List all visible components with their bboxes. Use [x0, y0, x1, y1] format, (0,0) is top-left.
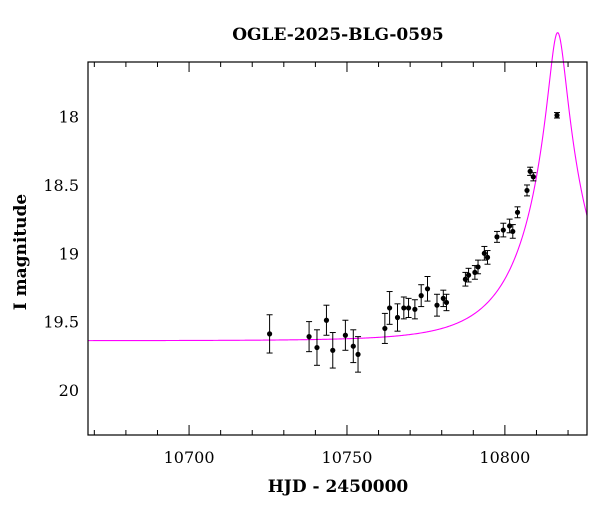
data-marker [475, 264, 481, 270]
data-marker [412, 306, 418, 312]
data-marker [330, 347, 336, 353]
data-point [424, 276, 431, 302]
data-point [386, 291, 393, 325]
data-point [313, 329, 320, 366]
data-marker [401, 305, 407, 311]
y-tick-label: 19.5 [43, 313, 79, 332]
data-point [509, 224, 516, 239]
data-point [500, 222, 507, 238]
data-marker [514, 209, 521, 215]
data-marker [462, 276, 469, 282]
data-point [394, 303, 401, 332]
x-axis-label: HJD - 2450000 [268, 477, 409, 497]
data-marker [323, 317, 330, 323]
data-point [405, 297, 412, 318]
data-marker [342, 332, 348, 338]
data-point [462, 271, 469, 287]
data-marker [510, 228, 516, 235]
data-point [481, 245, 488, 261]
data-point [329, 332, 336, 369]
data-point [381, 312, 388, 344]
y-tick-label: 18 [59, 108, 79, 127]
data-point [433, 293, 440, 317]
data-marker [443, 299, 450, 306]
data-marker [554, 112, 560, 118]
data-marker [314, 344, 320, 351]
data-point [465, 267, 472, 283]
tick-labels: 10700 10750 10800 18 18.5 19 19.5 20 [43, 108, 530, 467]
data-marker [424, 286, 431, 292]
plot-frame [87, 61, 588, 436]
data-point [306, 321, 313, 353]
data-point [443, 293, 450, 312]
data-marker [306, 334, 312, 340]
data-point [400, 296, 407, 320]
data-point [475, 259, 482, 275]
data-marker [434, 302, 440, 308]
data-point [523, 184, 530, 197]
data-marker [481, 250, 487, 256]
data-points [266, 112, 560, 373]
data-point [342, 319, 349, 351]
y-tick-label: 20 [59, 381, 79, 400]
data-point [553, 112, 560, 119]
data-point [530, 172, 537, 182]
data-marker [530, 174, 536, 180]
data-point [484, 250, 491, 265]
model-curve [88, 31, 588, 342]
y-tick-label: 19 [59, 244, 79, 263]
data-marker [382, 325, 388, 332]
data-marker [440, 295, 446, 301]
data-point [323, 304, 330, 336]
x-tick-label: 10700 [164, 448, 215, 467]
y-axis-label: I magnitude [11, 194, 31, 311]
data-marker [494, 234, 500, 240]
axis-ticks [93, 62, 569, 435]
data-point [527, 166, 534, 176]
data-marker [387, 305, 393, 311]
data-point [355, 336, 362, 373]
data-point [411, 299, 418, 320]
chart-title: OGLE-2025-BLG-0595 [232, 25, 444, 45]
data-marker [524, 187, 530, 194]
data-marker [465, 272, 472, 278]
y-tick-label: 18.5 [43, 176, 79, 195]
data-point [493, 230, 500, 243]
data-marker [350, 343, 356, 349]
data-marker [394, 314, 401, 321]
data-marker [355, 351, 361, 357]
data-point [418, 284, 425, 308]
data-marker [405, 305, 412, 311]
data-marker [266, 331, 273, 337]
data-marker [418, 293, 424, 299]
data-point [440, 289, 447, 308]
x-tick-label: 10800 [479, 448, 530, 467]
data-marker [500, 227, 506, 233]
data-point [514, 206, 521, 219]
data-point [266, 314, 273, 354]
x-tick-label: 10750 [322, 448, 373, 467]
data-point [350, 329, 357, 364]
data-marker [484, 254, 491, 260]
